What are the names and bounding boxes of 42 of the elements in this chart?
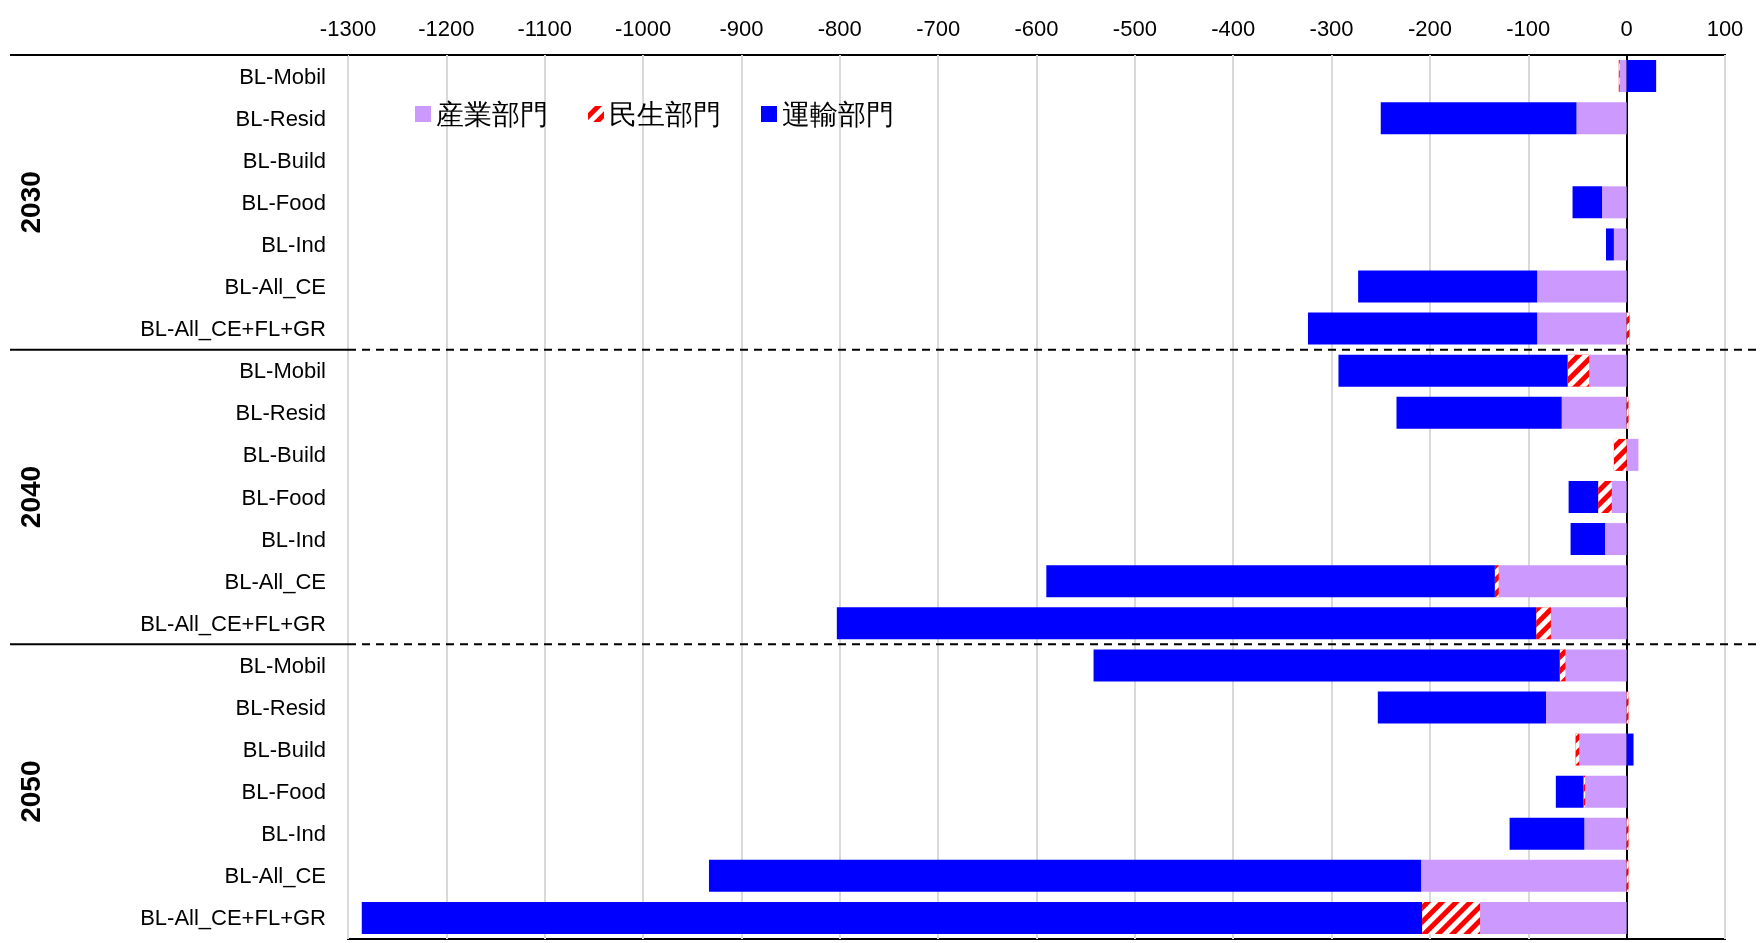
y-tick-label: BL-All_CE	[224, 568, 326, 594]
x-tick-label: -1200	[418, 15, 475, 41]
y-tick-label: BL-All_CE+FL+GR	[140, 905, 326, 931]
y-tick-label: BL-Ind	[261, 526, 326, 552]
legend-label: 運輸部門	[782, 98, 894, 130]
x-tick-label: -1000	[614, 15, 672, 41]
y-tick-label: BL-Food	[241, 779, 326, 805]
x-tick-label: -800	[817, 15, 862, 41]
text: 2050	[14, 760, 46, 823]
y-tick-label: BL-Ind	[261, 821, 326, 847]
y-tick-label: BL-Resid	[235, 105, 326, 131]
legend-label: 民生部門	[609, 98, 721, 130]
x-tick-label: -100	[1506, 15, 1551, 41]
text: 2030	[14, 171, 46, 234]
x-tick-label: -300	[1309, 15, 1354, 41]
y-tick-label: BL-Build	[242, 147, 326, 173]
text: 2040	[14, 465, 46, 529]
x-tick-label: -400	[1211, 15, 1256, 41]
y-tick-label: BL-Mobil	[239, 358, 326, 384]
y-tick-label: BL-Build	[242, 442, 326, 468]
y-tick-label: BL-Resid	[235, 400, 326, 426]
y-tick-label: BL-Build	[242, 737, 326, 763]
x-tick-label: -1100	[517, 15, 573, 41]
x-tick-label: -700	[916, 15, 961, 41]
x-tick-label: -1300	[319, 15, 377, 41]
y-tick-label: BL-Mobil	[239, 652, 326, 678]
legend-label: 産業部門	[436, 98, 548, 130]
x-tick-label: 100	[1706, 15, 1744, 41]
x-tick-label: 0	[1620, 15, 1633, 41]
y-tick-label: BL-All_CE+FL+GR	[140, 610, 326, 636]
y-tick-label: BL-Food	[241, 484, 326, 510]
y-tick-label: BL-All_CE	[224, 863, 326, 889]
x-tick-label: -200	[1407, 15, 1452, 41]
x-tick-label: -900	[719, 15, 764, 41]
y-tick-label: BL-Mobil	[239, 63, 326, 89]
y-tick-label: BL-Food	[241, 189, 326, 215]
y-tick-label: BL-Resid	[235, 694, 326, 720]
x-tick-label: -500	[1112, 15, 1157, 41]
x-tick-label: -600	[1014, 15, 1059, 41]
y-tick-label: BL-All_CE+FL+GR	[140, 316, 326, 342]
y-tick-label: BL-All_CE	[224, 274, 326, 300]
y-tick-label: BL-Ind	[261, 231, 326, 257]
